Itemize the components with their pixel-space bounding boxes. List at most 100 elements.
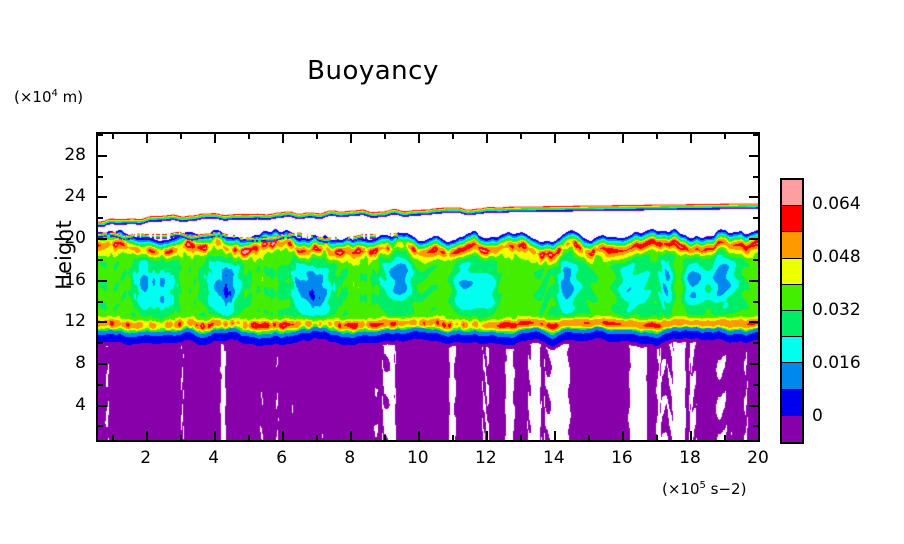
y-minor-tick-right <box>753 342 758 345</box>
y-minor-tick-right <box>753 134 758 136</box>
y-tick-label: 24 <box>64 186 86 207</box>
x-major-tick-top <box>485 134 488 143</box>
x-major-tick <box>145 431 148 440</box>
y-major-tick <box>98 196 107 199</box>
x-minor-tick <box>451 435 454 440</box>
colorbar-tick-label: 0.016 <box>812 353 861 374</box>
y-unit-exponent: 4 <box>51 88 58 99</box>
x-minor-tick-top <box>451 134 454 139</box>
x-minor-tick <box>383 435 386 440</box>
colorbar-tick-label: 0.048 <box>812 246 861 267</box>
x-tick-label: 2 <box>140 448 152 468</box>
y-major-tick <box>98 238 107 241</box>
y-major-tick <box>98 321 107 324</box>
colorbar-tick-label: 0.032 <box>812 300 861 320</box>
y-major-tick <box>98 279 107 282</box>
y-tick-label: 12 <box>64 311 86 332</box>
y-minor-tick <box>98 175 103 178</box>
colorbar-band <box>782 284 802 311</box>
x-tick-label: 8 <box>344 448 356 468</box>
x-major-tick <box>485 431 488 440</box>
y-major-tick <box>98 362 107 365</box>
y-major-tick-right <box>749 238 758 241</box>
colorbar-band <box>782 337 802 364</box>
x-unit-suffix: s−2) <box>705 480 747 498</box>
y-minor-tick-right <box>753 383 758 386</box>
y-minor-tick <box>98 425 103 428</box>
y-axis-unit-caption: (×104 m) <box>14 88 83 106</box>
colorbar-tick-label: 0.064 <box>812 193 861 214</box>
y-major-tick-right <box>749 321 758 324</box>
x-minor-tick-top <box>179 134 182 139</box>
x-major-tick <box>758 431 760 440</box>
x-minor-tick <box>723 435 726 440</box>
x-major-tick <box>349 431 352 440</box>
x-major-tick <box>281 431 284 440</box>
colorbar-band <box>782 310 802 338</box>
x-major-tick <box>417 431 420 440</box>
x-minor-tick-top <box>247 134 250 139</box>
x-major-tick-top <box>689 134 692 143</box>
x-major-tick-top <box>417 134 420 143</box>
x-minor-tick <box>315 435 318 440</box>
x-tick-label: 10 <box>406 448 429 468</box>
plot-area <box>96 132 760 442</box>
x-tick-label: 6 <box>276 448 288 468</box>
x-axis-unit-caption: (×105 s−2) <box>662 480 746 498</box>
x-major-tick <box>621 431 624 440</box>
x-minor-tick <box>519 435 522 440</box>
colorbar-band <box>782 206 802 233</box>
y-major-tick-right <box>749 362 758 365</box>
x-tick-label: 20 <box>747 448 769 468</box>
chart-title: Buoyancy <box>307 56 439 86</box>
x-minor-tick-top <box>655 134 658 139</box>
y-minor-tick-right <box>753 425 758 428</box>
x-minor-tick-top <box>111 134 114 139</box>
x-tick-label: 18 <box>679 448 701 468</box>
y-minor-tick-right <box>753 217 758 220</box>
x-minor-tick-top <box>383 134 386 139</box>
x-minor-tick-top <box>723 134 726 139</box>
contour-field <box>98 134 758 440</box>
y-unit-prefix: (×10 <box>14 88 52 106</box>
x-minor-tick <box>111 435 114 440</box>
y-unit-suffix: m) <box>57 88 84 106</box>
contour-canvas <box>98 134 758 440</box>
y-minor-tick <box>98 217 103 220</box>
x-major-tick <box>213 431 216 440</box>
y-major-tick-right <box>749 196 758 199</box>
x-major-tick-top <box>621 134 624 143</box>
y-minor-tick <box>98 300 103 303</box>
y-minor-tick-right <box>753 175 758 178</box>
y-minor-tick <box>98 383 103 386</box>
colorbar-band <box>782 232 802 259</box>
x-minor-tick-top <box>587 134 590 139</box>
y-tick-label: 16 <box>64 269 86 290</box>
colorbar-band <box>782 415 802 442</box>
y-minor-tick <box>98 134 103 136</box>
y-minor-tick <box>98 258 103 261</box>
y-major-tick-right <box>749 404 758 407</box>
y-minor-tick <box>98 342 103 345</box>
y-major-tick <box>98 404 107 407</box>
x-tick-label: 4 <box>208 448 220 468</box>
y-minor-tick-right <box>753 300 758 303</box>
x-minor-tick-top <box>519 134 522 139</box>
y-major-tick <box>98 154 107 157</box>
x-minor-tick-top <box>315 134 318 139</box>
x-major-tick-top <box>758 134 760 143</box>
y-major-tick-right <box>749 154 758 157</box>
y-tick-label: 8 <box>75 352 86 373</box>
x-minor-tick <box>179 435 182 440</box>
y-tick-label: 20 <box>64 228 86 249</box>
y-minor-tick-right <box>753 258 758 261</box>
x-unit-exponent: 5 <box>699 480 706 491</box>
y-tick-label: 4 <box>75 394 86 415</box>
x-unit-prefix: (×10 <box>662 480 700 498</box>
x-major-tick-top <box>145 134 148 143</box>
colorbar-band <box>782 258 802 285</box>
x-major-tick-top <box>281 134 284 143</box>
x-major-tick-top <box>349 134 352 143</box>
x-minor-tick <box>655 435 658 440</box>
